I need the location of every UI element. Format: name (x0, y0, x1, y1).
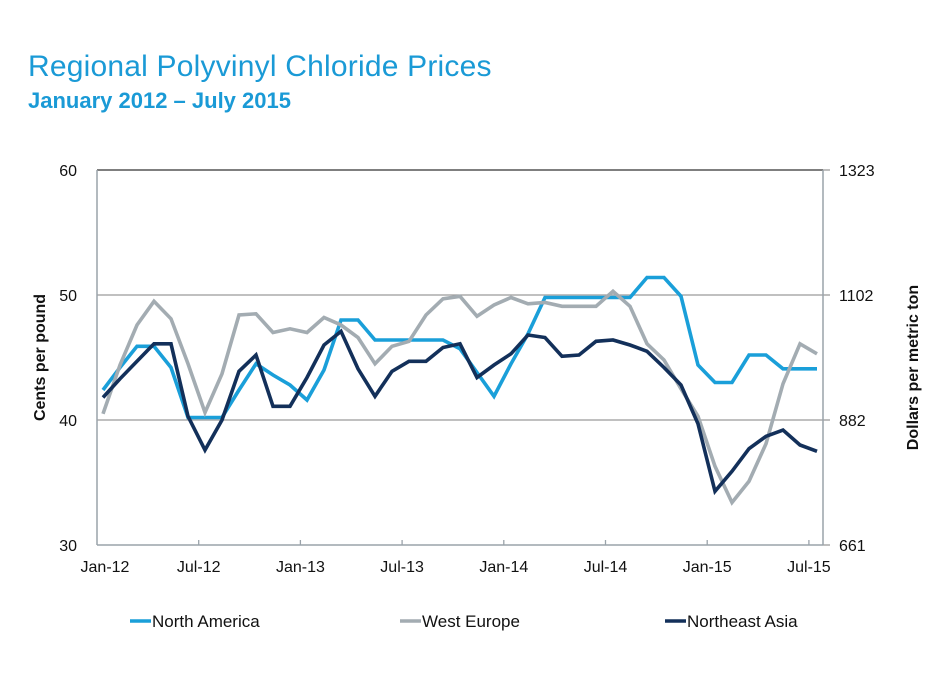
y2-axis-title: Dollars per metric ton (905, 285, 922, 450)
x-tick-label: Jul-13 (380, 559, 424, 576)
legend-label: West Europe (422, 612, 520, 631)
x-tick-label: Jan-13 (276, 559, 325, 576)
x-tick-label: Jul-15 (787, 559, 831, 576)
y-axis-title: Cents per pound (32, 294, 49, 421)
x-tick-label: Jan-14 (479, 559, 528, 576)
legend-label: North America (152, 612, 260, 631)
series-line-west-europe (101, 288, 818, 506)
x-tick-label: Jul-12 (177, 559, 221, 576)
y-tick-label: 50 (59, 288, 77, 305)
x-tick-label: Jul-14 (584, 559, 628, 576)
y-tick-label: 40 (59, 413, 77, 430)
series-line-northeast-asia (101, 328, 818, 496)
x-tick-label: Jan-12 (81, 559, 130, 576)
y2-tick-label: 661 (839, 538, 866, 555)
legend-label: Northeast Asia (687, 612, 798, 631)
x-tick-label: Jan-15 (683, 559, 732, 576)
chart-subtitle: January 2012 – July 2015 (28, 88, 291, 113)
y2-tick-label: 882 (839, 413, 866, 430)
y2-tick-label: 1323 (839, 163, 875, 180)
y-tick-label: 30 (59, 538, 77, 555)
y-tick-label: 60 (59, 163, 77, 180)
chart-title: Regional Polyvinyl Chloride Prices (28, 50, 492, 83)
y2-tick-label: 1102 (839, 288, 874, 305)
